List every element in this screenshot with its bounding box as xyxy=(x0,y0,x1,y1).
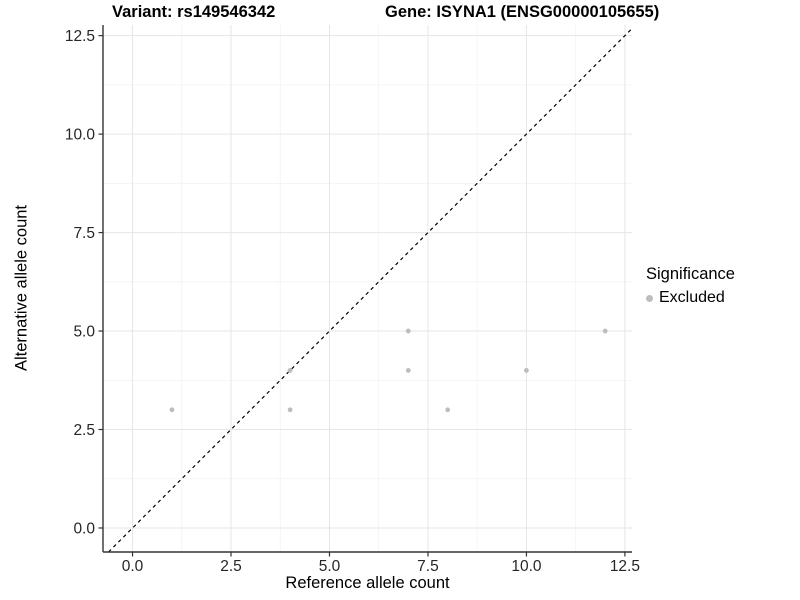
identity-line xyxy=(108,28,633,553)
x-tick-label: 7.5 xyxy=(417,558,439,575)
data-point xyxy=(405,368,411,373)
y-tick-label: 12.5 xyxy=(65,28,95,45)
y-tick-label: 2.5 xyxy=(73,422,95,439)
plot-title-gene: Gene: ISYNA1 (ENSG00000105655) xyxy=(385,3,660,21)
x-axis-title: Reference allele count xyxy=(285,574,450,592)
legend-item-label: Excluded xyxy=(659,289,725,306)
data-point xyxy=(405,328,411,334)
data-point xyxy=(287,368,293,373)
legend-item-excluded: Excluded xyxy=(646,289,735,307)
data-point xyxy=(524,368,529,373)
data-point xyxy=(445,407,451,413)
x-tick-label: 5.0 xyxy=(319,558,341,575)
x-tick-label: 12.5 xyxy=(610,558,640,575)
y-tick-label: 7.5 xyxy=(73,225,95,242)
y-tick-label: 0.0 xyxy=(73,520,95,537)
y-tick-label: 10.0 xyxy=(65,127,96,144)
plot-title-variant: Variant: rs149546342 xyxy=(112,3,276,21)
y-tick-label: 5.0 xyxy=(73,324,95,341)
legend: Significance Excluded xyxy=(646,265,735,307)
data-point xyxy=(287,407,293,413)
excluded-point-icon xyxy=(646,294,653,302)
data-point xyxy=(169,407,175,413)
data-point xyxy=(602,328,608,334)
x-tick-label: 0.0 xyxy=(122,558,144,575)
legend-title: Significance xyxy=(646,265,735,283)
x-tick-label: 10.0 xyxy=(511,558,542,575)
x-tick-label: 2.5 xyxy=(220,558,242,575)
